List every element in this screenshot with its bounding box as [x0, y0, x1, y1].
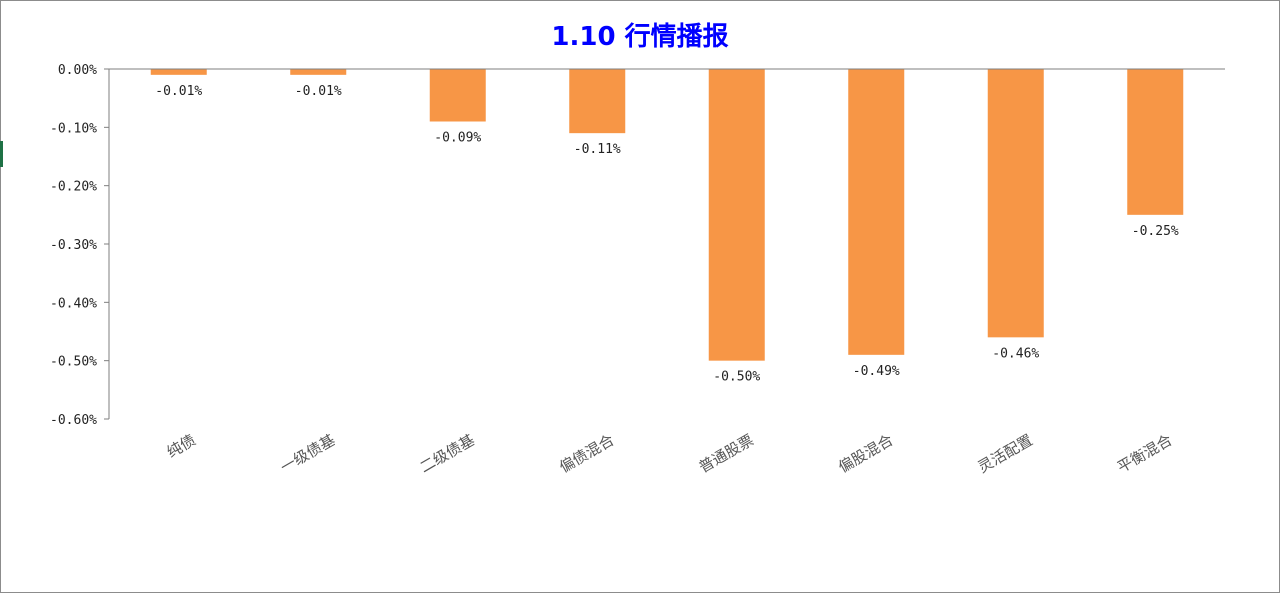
category-label: 二级债基: [417, 431, 478, 477]
y-tick-label: -0.30%: [50, 238, 97, 253]
bar: [429, 69, 486, 122]
bar: [848, 69, 905, 355]
y-tick-label: -0.20%: [50, 180, 97, 195]
y-tick-label: -0.10%: [50, 121, 97, 136]
category-label: 平衡混合: [1114, 431, 1175, 477]
y-tick-label: 0.00%: [58, 63, 97, 78]
bar: [150, 69, 207, 75]
bar: [1127, 69, 1184, 215]
data-label: -0.46%: [992, 346, 1039, 361]
y-tick-label: -0.40%: [50, 296, 97, 311]
data-label: -0.50%: [713, 370, 760, 385]
data-label: -0.11%: [574, 142, 621, 157]
data-label: -0.01%: [295, 84, 342, 99]
category-label: 普通股票: [696, 431, 757, 477]
y-tick-label: -0.50%: [50, 355, 97, 370]
category-label: 纯债: [164, 431, 199, 462]
selection-marker: [0, 141, 3, 167]
category-label: 一级债基: [277, 431, 338, 477]
data-label: -0.25%: [1132, 224, 1179, 239]
data-label: -0.49%: [853, 364, 900, 379]
bar: [290, 69, 347, 75]
category-label: 偏债混合: [556, 431, 617, 477]
bar: [708, 69, 765, 361]
category-label: 灵活配置: [975, 431, 1036, 477]
data-label: -0.09%: [434, 131, 481, 146]
data-label: -0.01%: [155, 84, 202, 99]
bar: [569, 69, 626, 134]
chart-title: 1.10 行情播报: [551, 22, 729, 52]
category-label: 偏股混合: [835, 431, 896, 477]
bar: [987, 69, 1044, 338]
y-tick-label: -0.60%: [50, 413, 97, 428]
